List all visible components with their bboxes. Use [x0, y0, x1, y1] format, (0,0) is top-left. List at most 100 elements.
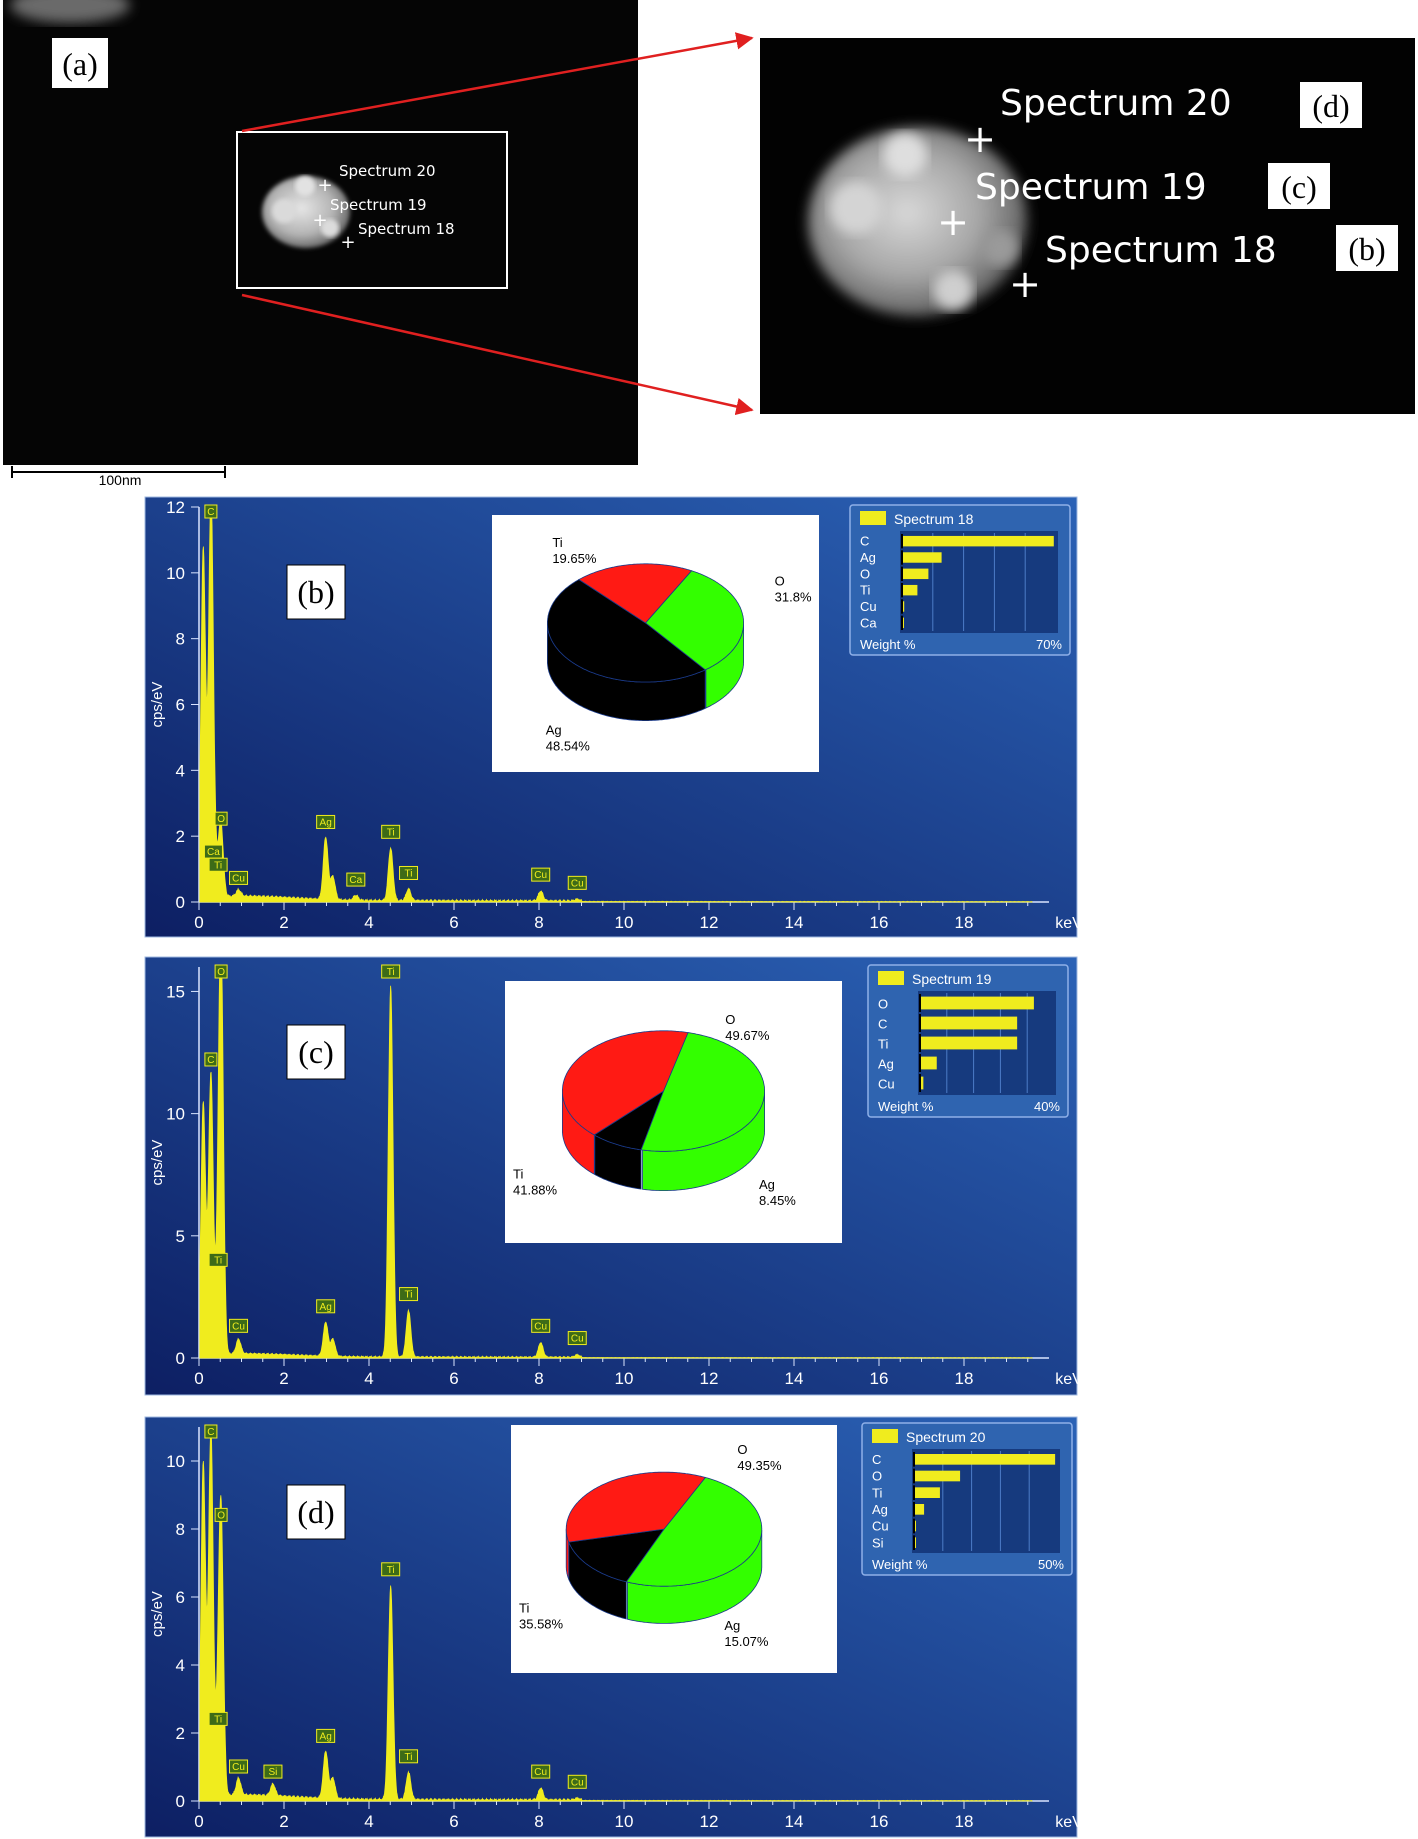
y-tick-label: 10: [166, 564, 185, 583]
pie-slice-ag: [547, 579, 706, 683]
marker-label-18: Spectrum 18: [358, 220, 455, 238]
spectrum-trace: [199, 966, 1033, 1359]
marker-label-20: Spectrum 20: [339, 162, 436, 180]
y-tick-label: 0: [176, 1349, 185, 1368]
y-axis-label: cps/eV: [149, 682, 166, 728]
peak-label-box: [399, 865, 419, 880]
zoom-arrows: [241, 32, 754, 416]
weight-footer-max: 70%: [1036, 637, 1062, 652]
weight-footer-label: Weight %: [872, 1557, 928, 1572]
weight-footer-label: Weight %: [878, 1099, 934, 1114]
peak-label-box: [346, 872, 366, 887]
peak-label-box: [381, 964, 401, 979]
weight-table-title: Spectrum 18: [894, 511, 974, 527]
y-tick-label: 15: [166, 982, 185, 1001]
zoom-label-18: Spectrum 18: [1045, 230, 1277, 271]
weight-bar-cu: [920, 1076, 924, 1090]
weight-bar-ag: [914, 1504, 925, 1515]
y-tick-label: 4: [176, 761, 185, 780]
crosshair-marker: +: [317, 175, 332, 196]
peak-label-ag: Ag: [320, 817, 332, 828]
peak-label-box: [204, 1424, 218, 1439]
panel-label-box: [286, 1484, 346, 1540]
x-tick-label: 18: [955, 1369, 974, 1388]
y-axis-label: cps/eV: [149, 1140, 166, 1186]
peak-label-ti: Ti: [387, 1565, 395, 1576]
peak-label-ti: Ti: [387, 967, 395, 978]
sem-markers: + Spectrum 20 + Spectrum 19 + Spectrum 1…: [312, 162, 454, 253]
pie-label-ti: Ti: [513, 1166, 523, 1181]
y-tick-label: 12: [166, 498, 185, 517]
pie-label-o: O: [737, 1442, 747, 1457]
peak-label-box: [567, 1774, 587, 1789]
weight-bar-ag: [902, 552, 942, 563]
peak-label-box: [214, 1507, 228, 1522]
x-tick-label: 0: [194, 1369, 203, 1388]
weight-footer-max: 50%: [1038, 1557, 1064, 1572]
panel-label-box: [286, 1024, 346, 1080]
crosshair-marker: +: [340, 232, 355, 253]
peak-label-cu: Cu: [534, 1321, 547, 1332]
peak-label-cu: Cu: [534, 1767, 547, 1778]
weight-row-element: Ca: [860, 615, 877, 630]
x-tick-label: 10: [615, 913, 634, 932]
peak-label-c: C: [207, 507, 214, 518]
weight-bar-ti: [920, 1036, 1018, 1050]
zoom-label-20: Spectrum 20: [1000, 83, 1232, 124]
x-tick-label: 6: [449, 913, 458, 932]
pie-label-ag: Ag: [546, 723, 562, 738]
zoom-panel-box-c: [1268, 163, 1330, 209]
x-tick-label: 8: [534, 1812, 543, 1831]
peak-label-si: Si: [268, 1767, 277, 1778]
pie-slice-ag: [568, 1528, 665, 1583]
peak-label-box: [316, 1728, 336, 1743]
weight-bar-area: [912, 1449, 1060, 1553]
peak-label-box: [208, 1711, 228, 1726]
pie-label-ag: Ag: [724, 1618, 740, 1633]
x-axis-label: keV: [1055, 1371, 1083, 1388]
zoom-arrow-bottom: [241, 293, 754, 416]
weight-row-element: C: [872, 1452, 881, 1467]
peak-label-ti: Ti: [405, 1290, 413, 1301]
pie-label-ag: Ag: [759, 1177, 775, 1192]
weight-bar-ti: [902, 584, 918, 596]
peak-label-ti: Ti: [214, 860, 222, 871]
x-axis-label: keV: [1055, 1814, 1083, 1831]
sem-particle: [262, 176, 350, 248]
x-tick-label: 8: [534, 1369, 543, 1388]
weight-bar-ti: [914, 1487, 940, 1498]
x-tick-label: 6: [449, 1812, 458, 1831]
peak-label-box: [531, 867, 551, 882]
weight-row-element: Ag: [860, 550, 876, 565]
weight-bar-cu: [902, 601, 905, 612]
weight-bar-o: [902, 568, 929, 580]
weight-table-title: Spectrum 19: [912, 971, 992, 987]
x-tick-label: 4: [364, 1812, 373, 1831]
weight-bar-c: [920, 1016, 1018, 1030]
peak-label-box: [381, 824, 401, 839]
crosshair-marker: +: [964, 117, 996, 161]
peak-label-box: [214, 964, 228, 979]
weight-footer-label: Weight %: [860, 637, 916, 652]
weight-bar-c: [902, 535, 1054, 547]
x-tick-label: 4: [364, 913, 373, 932]
weight-row-element: O: [860, 566, 870, 581]
x-tick-label: 8: [534, 913, 543, 932]
y-tick-label: 0: [176, 1792, 185, 1811]
peak-label-box: [316, 814, 336, 829]
x-tick-label: 18: [955, 1812, 974, 1831]
x-tick-label: 14: [785, 1812, 804, 1831]
x-tick-label: 10: [615, 1812, 634, 1831]
peak-label-cu: Cu: [571, 878, 584, 889]
panel-label: (b): [297, 574, 334, 610]
pie-slice-o: [640, 1032, 765, 1152]
spectrum-trace: [199, 1427, 1033, 1802]
weight-row-element: Si: [872, 1535, 884, 1550]
pie-label-ti: Ti: [519, 1601, 529, 1616]
peak-label-c: C: [207, 1055, 214, 1066]
weight-row-element: O: [878, 997, 888, 1012]
panel-label-a: (a): [62, 46, 98, 82]
pie-slice-o: [625, 1477, 763, 1587]
peak-label-ag: Ag: [320, 1302, 332, 1313]
